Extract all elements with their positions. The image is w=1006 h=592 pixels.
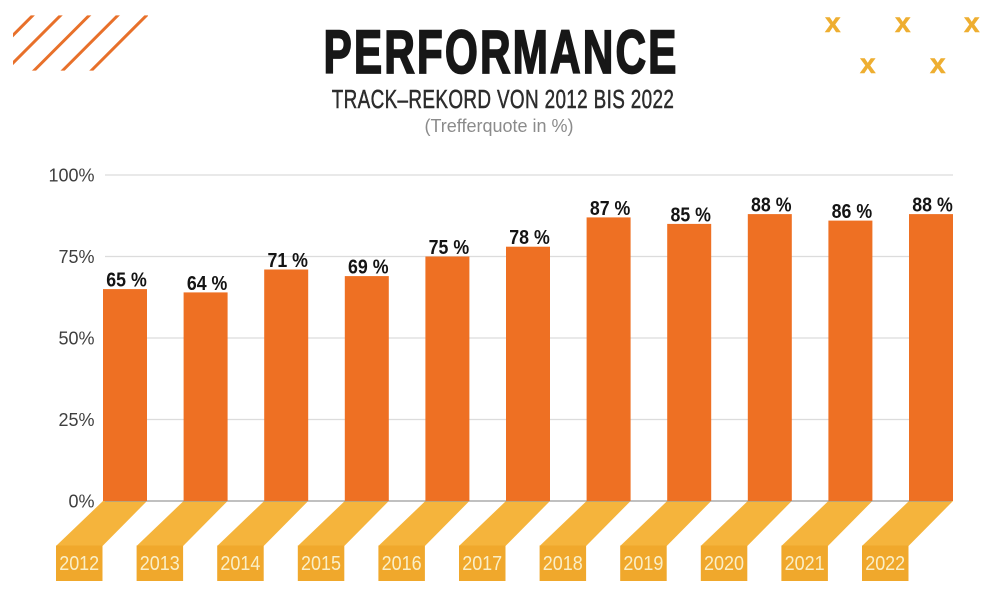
svg-text:75 %: 75 %: [429, 236, 470, 259]
svg-text:85 %: 85 %: [670, 203, 711, 226]
svg-text:2020: 2020: [704, 552, 744, 575]
svg-text:2018: 2018: [543, 552, 583, 575]
svg-text:2017: 2017: [462, 552, 502, 575]
svg-text:2016: 2016: [382, 552, 422, 575]
svg-text:88 %: 88 %: [751, 194, 792, 217]
svg-text:50%: 50%: [58, 329, 94, 349]
svg-text:69 %: 69 %: [348, 256, 389, 279]
svg-text:71 %: 71 %: [267, 249, 308, 272]
svg-text:86 %: 86 %: [832, 200, 873, 223]
svg-text:2014: 2014: [220, 552, 260, 575]
svg-text:25%: 25%: [58, 410, 94, 430]
svg-text:88 %: 88 %: [912, 194, 953, 217]
svg-text:2012: 2012: [59, 552, 99, 575]
svg-text:2019: 2019: [623, 552, 663, 575]
svg-text:65 %: 65 %: [106, 269, 147, 292]
svg-text:87 %: 87 %: [590, 197, 631, 220]
svg-text:0%: 0%: [68, 492, 94, 512]
svg-text:78 %: 78 %: [509, 226, 550, 249]
svg-text:2015: 2015: [301, 552, 341, 575]
svg-text:2022: 2022: [865, 552, 905, 575]
svg-text:64 %: 64 %: [187, 272, 228, 295]
svg-text:75%: 75%: [58, 247, 94, 267]
svg-text:100%: 100%: [48, 166, 94, 186]
svg-text:2013: 2013: [140, 552, 180, 575]
svg-text:2021: 2021: [785, 552, 825, 575]
